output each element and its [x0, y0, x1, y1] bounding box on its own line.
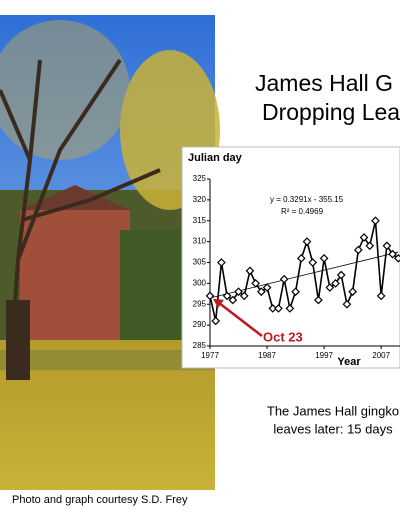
- data-line: [209, 220, 399, 322]
- y-tick-label: 295: [193, 299, 207, 308]
- x-axis-label: Year: [337, 356, 361, 368]
- data-point: [359, 233, 369, 242]
- data-point: [234, 287, 243, 297]
- data-point: [376, 291, 386, 301]
- data-point: [291, 287, 300, 297]
- y-tick-label: 300: [193, 278, 207, 287]
- data-point: [342, 299, 352, 309]
- y-tick-label: 310: [193, 237, 207, 246]
- slide-title: Dropping Lea: [262, 99, 400, 125]
- credit: Photo and graph courtesy S.D. Frey: [12, 494, 188, 506]
- caption: The James Hall gingko: [267, 403, 399, 418]
- data-point: [268, 304, 278, 313]
- x-tick-label: 1997: [315, 351, 333, 360]
- data-point: [348, 287, 357, 297]
- chart: Julian day Year y = 0.3291x - 355.15 R² …: [188, 152, 400, 368]
- data-point: [239, 291, 249, 301]
- annotation: Oct 23: [263, 329, 303, 344]
- y-tick-label: 320: [193, 195, 207, 204]
- data-point: [211, 316, 221, 326]
- caption: leaves later: 15 days: [273, 421, 393, 436]
- y-tick-label: 290: [193, 320, 207, 329]
- y-axis-label: Julian day: [188, 152, 243, 164]
- data-point: [228, 295, 238, 305]
- r-squared: R² = 0.4969: [281, 207, 324, 216]
- data-point: [257, 287, 266, 297]
- annotation-arrow: [214, 298, 263, 337]
- data-point: [308, 258, 318, 267]
- data-point: [251, 279, 260, 288]
- y-tick-label: 305: [193, 258, 207, 267]
- data-point: [217, 258, 226, 267]
- x-tick-label: 1977: [201, 351, 219, 360]
- equation: y = 0.3291x - 355.15: [270, 195, 344, 204]
- data-point: [371, 216, 380, 226]
- data-point: [365, 241, 375, 251]
- data-point: [331, 279, 340, 288]
- data-point: [205, 291, 215, 301]
- data-point: [296, 253, 306, 263]
- data-point: [274, 304, 283, 313]
- slide-title: James Hall G: [255, 70, 393, 96]
- data-point: [393, 253, 400, 263]
- y-tick-label: 315: [193, 216, 207, 225]
- data-point: [262, 283, 272, 292]
- x-tick-label: 1987: [258, 351, 276, 360]
- data-point: [353, 245, 363, 255]
- data-point: [325, 283, 335, 292]
- annotation-arrowhead: [213, 298, 224, 308]
- data-point: [314, 295, 323, 305]
- data-point: [336, 270, 346, 280]
- data-point: [279, 274, 289, 284]
- data-point: [382, 241, 392, 251]
- data-point: [388, 249, 397, 259]
- y-tick-label: 285: [193, 341, 207, 350]
- data-point: [302, 237, 312, 246]
- data-point: [222, 291, 232, 301]
- chart-frame: [181, 146, 400, 369]
- data-point: [285, 304, 295, 313]
- y-tick-label: 325: [193, 174, 207, 183]
- data-point: [319, 253, 329, 263]
- plot: [205, 178, 400, 349]
- x-tick-label: 2007: [372, 351, 390, 360]
- data-point: [245, 266, 255, 276]
